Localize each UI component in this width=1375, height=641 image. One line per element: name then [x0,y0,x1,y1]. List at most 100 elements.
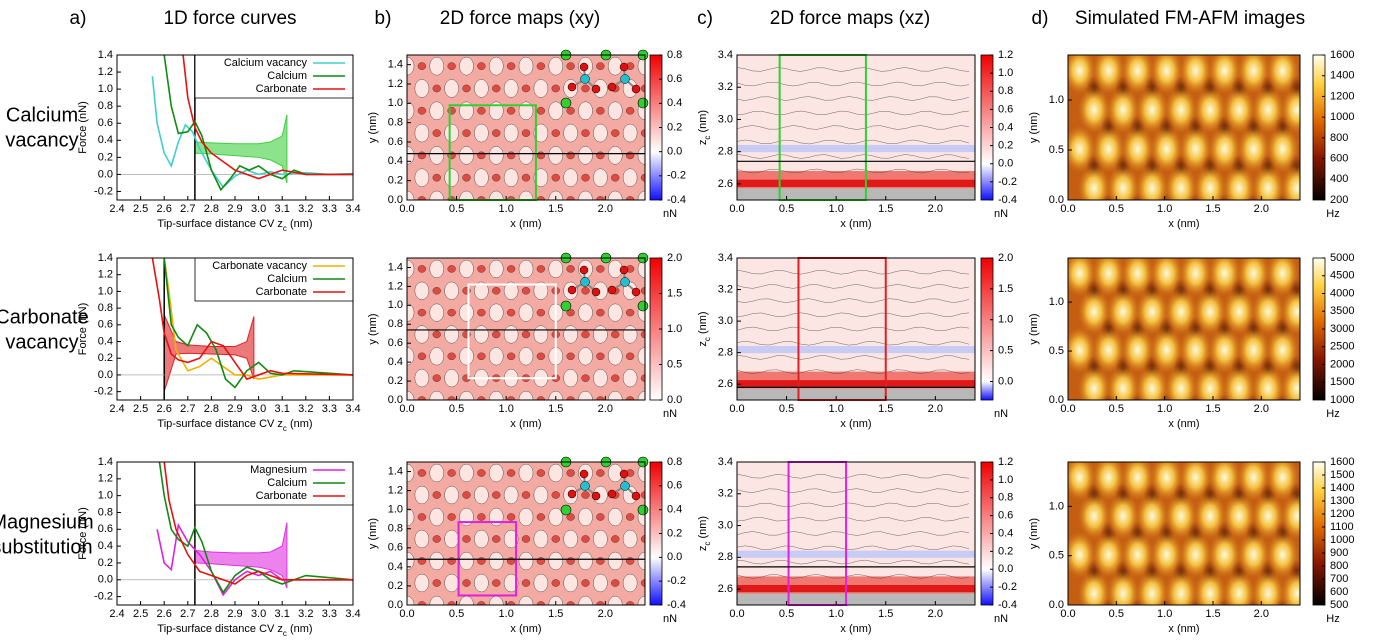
contour [432,129,441,137]
carbon-atom [580,277,590,287]
colorbar-tick-label: 900 [1330,547,1348,559]
contour [593,325,608,344]
contour [506,308,516,317]
contour [432,84,441,93]
y-tick-label: 2.6 [718,583,733,595]
y-tick-label: 0.6 [98,117,113,129]
legend-label: Carbonate [256,286,307,298]
contour [492,579,501,587]
colorbar-tick-label: 1.0 [998,67,1013,79]
contour [536,308,546,317]
y-tick-label: 3.4 [718,456,733,468]
y-tick-label: 3.2 [718,488,733,500]
carbon-atom [620,481,630,491]
contour [622,168,638,187]
colorbar-tick-label: 1.0 [998,474,1013,486]
contour [563,369,578,388]
contour [608,390,623,400]
colorbar-tick-label: 0.4 [998,527,1013,539]
y-tick-label: 0.6 [388,337,403,349]
label-part: c [283,224,287,233]
colorbar-tick-label: 0.6 [667,73,682,85]
contour [506,265,516,273]
x-tick-label: 2.6 [157,608,172,620]
series-line [163,462,353,585]
contour [596,106,605,115]
row-label: substitution [0,536,93,558]
heatmap [1068,55,1300,200]
y-tick-label: 3.0 [718,113,733,125]
band-red [737,179,975,187]
contour [637,347,645,366]
contour [414,573,430,593]
colorbar-tick-label: 0.0 [998,563,1013,575]
colorbar-tick-label: 0.0 [998,375,1013,387]
contour [444,168,459,187]
x-tick-label: 3.3 [322,403,337,415]
contour [608,347,623,366]
contour [462,535,471,543]
contour [566,106,575,115]
y-tick-label: 0.2 [98,151,113,163]
colorbar-tick-label: 4500 [1330,270,1354,282]
contour [596,557,605,565]
colorbar-label: nN [994,408,1008,420]
contour [474,573,489,593]
band-grey [737,188,975,200]
bright-spot [1280,288,1300,336]
y-tick-label: 1.0 [1049,94,1064,106]
contour [417,396,427,400]
colorbar-tick-label: 0.2 [998,140,1013,152]
y-tick-label: 3.4 [718,252,733,264]
contour [596,62,605,70]
x-tick-label: 0.5 [449,403,464,415]
contour [503,325,519,344]
x-tick-label: 2.4 [109,403,124,415]
bright-spot [1106,164,1140,200]
contour [432,287,441,295]
x-tick-label: 1.5 [878,608,893,620]
series-line [182,55,353,180]
oxygen-atom [619,469,629,479]
y-tick-label: 1.0 [1049,500,1064,512]
contour [506,62,516,70]
colorbar-tick-label: 1200 [1330,90,1354,102]
carbon-atom [620,277,630,287]
y-tick-label: 0.0 [388,599,403,611]
contour [477,151,486,160]
colorbar-tick-label: 1000 [1330,394,1354,406]
contour [459,190,474,200]
label-part: Tip-surface distance CV z [157,623,283,635]
x-tick-label: 0.5 [1109,403,1124,415]
contour [489,303,504,322]
colorbar-tick-label: 500 [1330,599,1348,611]
plot-frame [736,54,976,201]
contour [447,352,456,361]
bright-spot [1077,164,1111,200]
contour [578,595,593,605]
contour [518,507,534,527]
contour [477,106,486,115]
x-tick-label: 3.4 [345,403,360,415]
contour [608,595,623,605]
x-tick-label: 1.0 [499,203,514,215]
contour [533,573,549,593]
x-axis-label: x (nm) [510,218,541,230]
oxygen-atom [591,491,601,501]
contour [417,196,427,200]
contour [536,151,546,160]
y-tick-label: 0.6 [98,319,113,331]
contour [518,551,534,571]
label-part: z [697,140,709,146]
contour [625,352,635,361]
contour [459,259,474,278]
contour [414,123,430,143]
label-part: z [697,546,709,552]
y-tick-label: 0.8 [98,100,113,112]
contour [429,463,444,483]
y-tick-label: 0.5 [1049,345,1064,357]
contour [474,281,489,300]
x-axis-label: Tip-surface distance CV zc (nm) [157,623,312,638]
plot-frame [1067,54,1301,201]
